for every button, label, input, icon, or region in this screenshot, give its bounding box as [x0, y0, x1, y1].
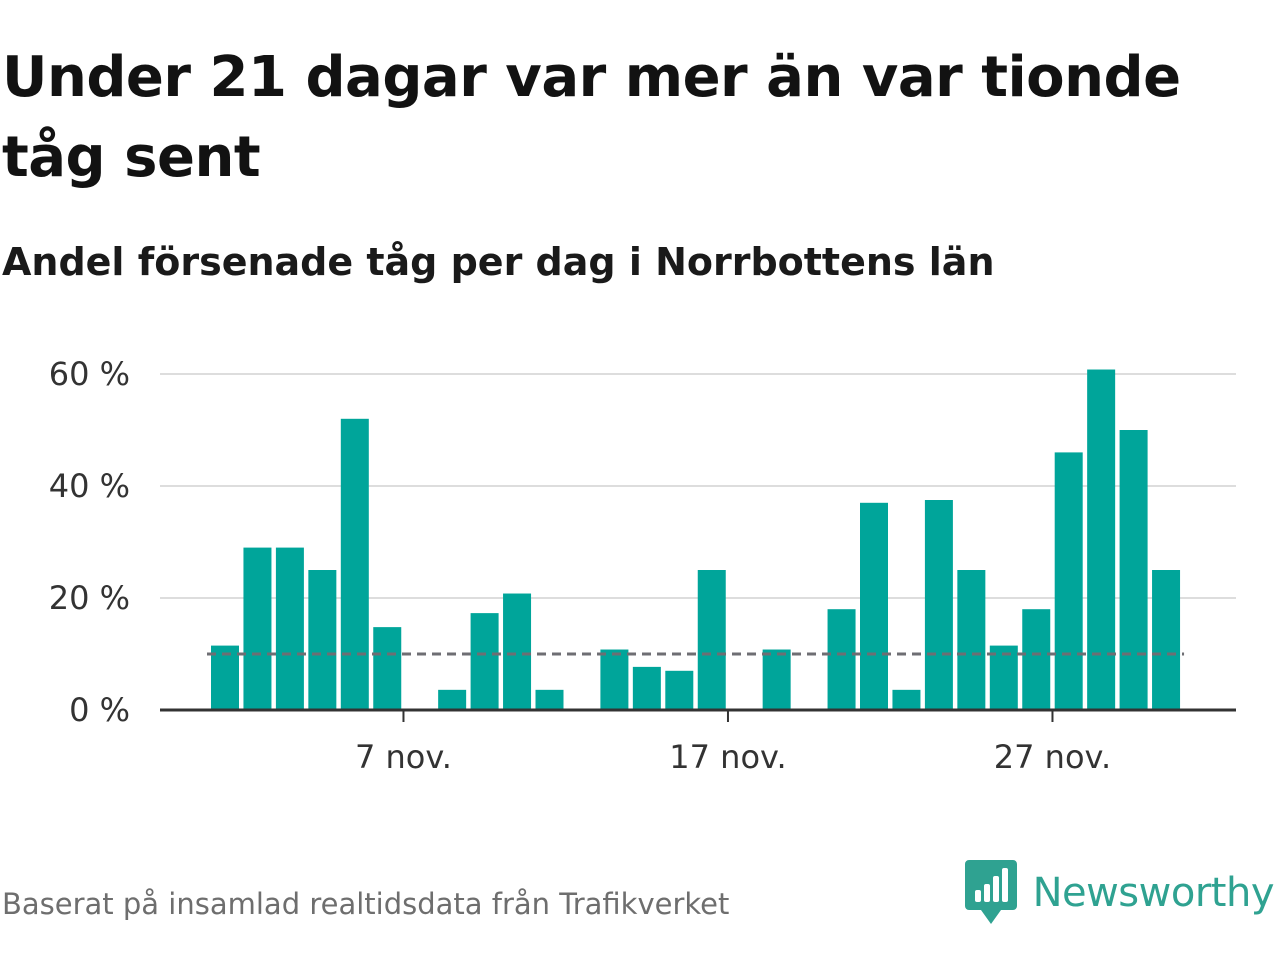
source-note: Baserat på insamlad realtidsdata från Tr… [2, 887, 730, 921]
bar [1152, 570, 1181, 710]
brand-name: Newsworthy [1032, 870, 1275, 916]
bar [957, 570, 986, 710]
x-tick-label: 7 nov. [355, 738, 452, 776]
bar [827, 609, 856, 710]
bar [1119, 430, 1148, 710]
bar [892, 689, 921, 710]
y-tick-label: 60 % [49, 355, 130, 393]
bar [989, 645, 1018, 710]
grid-lines: 0 % 20 % 40 % 60 % [49, 355, 1236, 729]
bar [697, 570, 726, 710]
bar [632, 666, 661, 710]
bar [860, 502, 888, 710]
bar [340, 418, 369, 710]
y-tick-label: 0 % [69, 691, 130, 729]
bar [438, 689, 467, 710]
bar [665, 670, 694, 710]
brand: Newsworthy [964, 860, 1275, 926]
axes: 7 nov. 17 nov. 27 nov. [160, 708, 1236, 776]
bar [211, 645, 239, 710]
bar [762, 649, 791, 710]
y-tick-label: 20 % [49, 579, 130, 617]
bar [1087, 369, 1116, 710]
y-tick-label: 40 % [49, 467, 130, 505]
bar [535, 689, 564, 710]
x-tick-label: 27 nov. [994, 738, 1111, 776]
bar [924, 500, 953, 710]
delayed-trains-bar-chart: 0 % 20 % 40 % 60 % 7 nov. 17 nov. 27 nov. [49, 355, 1236, 776]
bar [470, 613, 499, 710]
bar [373, 627, 402, 710]
bar [1054, 452, 1083, 710]
chart-subtitle: Andel försenade tåg per dag i Norrbotten… [2, 240, 995, 284]
bar [243, 547, 272, 710]
bar [503, 593, 532, 710]
bars [211, 369, 1181, 710]
bar [308, 570, 337, 710]
bar [600, 649, 629, 710]
chart-title: Under 21 dagar var mer än var tionde tåg… [2, 45, 1181, 190]
x-tick-label: 17 nov. [669, 738, 786, 776]
bar [275, 547, 304, 710]
newsworthy-logo-icon [964, 860, 1017, 924]
bar [1022, 609, 1051, 710]
